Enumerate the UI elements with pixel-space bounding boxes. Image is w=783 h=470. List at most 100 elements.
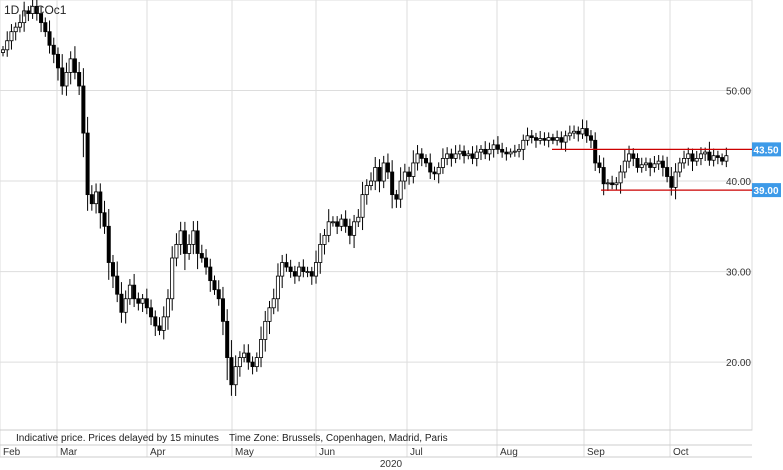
candle-body [246, 352, 251, 363]
candle-body [720, 157, 725, 162]
candle-body [9, 31, 14, 42]
candle-body [220, 298, 225, 322]
candle-body [576, 130, 581, 135]
candle-body [182, 230, 187, 254]
candle-body [656, 160, 661, 165]
candle-body [157, 325, 162, 331]
candle-body [601, 167, 606, 185]
candle-body [517, 148, 522, 152]
candle-body [669, 176, 674, 188]
candle-body [43, 22, 48, 33]
candle-body [288, 266, 293, 272]
candle-body [170, 257, 175, 300]
x-tick-label: Oct [673, 447, 689, 458]
timezone-note: Time Zone: Brussels, Copenhagen, Madrid,… [229, 433, 448, 444]
candle-body [254, 357, 259, 368]
x-tick-label: Aug [500, 447, 518, 458]
candle-body [381, 162, 386, 182]
candle-body [686, 153, 691, 159]
candle-body [259, 339, 264, 358]
level-tag: 39.00 [752, 183, 781, 198]
year-label: 2020 [380, 459, 403, 470]
x-tick-label: Jun [319, 447, 335, 458]
candle-body [322, 234, 327, 245]
candle-body [529, 135, 534, 139]
level-tag-bg [752, 183, 781, 198]
candle-body [26, 10, 31, 14]
candle-body [419, 153, 424, 159]
candle-body [34, 5, 39, 14]
chart-title: 1D | LCOc1 [4, 3, 67, 17]
candle-body [178, 230, 183, 245]
candle-body [652, 163, 657, 168]
candle-body [102, 212, 107, 227]
candle-body [436, 167, 441, 175]
candle-body [504, 151, 509, 155]
candle-body [140, 298, 145, 304]
candle-body [110, 262, 115, 277]
candle-body [703, 151, 708, 155]
candle-body [301, 266, 306, 272]
candle-body [724, 155, 729, 162]
candle-body [618, 171, 623, 184]
candle-body [449, 153, 454, 159]
candle-body [242, 352, 247, 358]
candle-body [660, 160, 665, 168]
candle-body [453, 153, 458, 159]
candle-body [635, 158, 640, 168]
candle-body [64, 72, 69, 87]
candle-body [373, 167, 378, 182]
candle-body [690, 153, 695, 162]
candle-body [339, 218, 344, 227]
candle-body [187, 244, 192, 254]
candle-body [698, 153, 703, 159]
candle-body [521, 139, 526, 150]
candle-body [13, 26, 18, 33]
candle-body [55, 53, 60, 69]
candle-body [673, 171, 678, 188]
y-tick-label: 50.00 [726, 87, 751, 98]
candle-body [508, 151, 513, 155]
candlestick-series [0, 0, 729, 397]
candle-body [385, 162, 390, 173]
candle-body [588, 135, 593, 141]
candle-body [212, 280, 217, 291]
candle-body [398, 180, 403, 200]
candle-body [428, 162, 433, 173]
candle-body [567, 132, 572, 137]
date-axis: Feb Mar Apr May Jun Jul Aug Sep Oct 2020 [0, 429, 752, 470]
candle-body [144, 298, 149, 309]
price-axis: 20.00 30.00 40.00 50.00 [726, 87, 751, 370]
x-tick-label: Jul [410, 447, 423, 458]
candle-body [445, 153, 450, 159]
candle-body [538, 138, 543, 141]
plot-frame [0, 0, 753, 431]
x-tick-label: Apr [150, 447, 166, 458]
candle-body [584, 128, 589, 137]
candle-body [280, 262, 285, 277]
candle-body [51, 44, 56, 55]
candle-body [411, 162, 416, 177]
candle-body [165, 298, 170, 318]
support-resistance-lines: 43.50 39.00 [552, 142, 781, 198]
candle-body [525, 135, 530, 141]
candle-body [512, 150, 517, 153]
candle-body [407, 171, 412, 177]
candle-body [233, 366, 238, 386]
candle-body [204, 257, 209, 268]
candle-body [326, 221, 331, 236]
candle-body [225, 320, 230, 358]
x-tick-label: Feb [3, 447, 21, 458]
candle-body [174, 244, 179, 259]
candle-body [546, 137, 551, 141]
candle-body [22, 10, 27, 24]
candle-body [631, 153, 636, 159]
candle-body [605, 182, 610, 185]
candle-body [229, 357, 234, 386]
candle-body [377, 167, 382, 182]
candle-body [343, 218, 348, 227]
candle-body [394, 194, 399, 200]
candle-body [711, 155, 716, 161]
candle-body [559, 137, 564, 143]
candle-body [563, 135, 568, 143]
